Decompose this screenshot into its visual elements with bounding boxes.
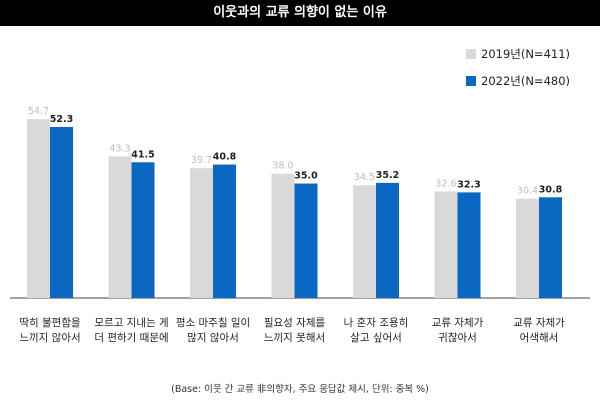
data-label-2019-6: 30.4 — [517, 186, 538, 197]
category-label-line: 모르고 지내는 게 — [94, 317, 168, 329]
legend-swatch-2022 — [466, 76, 476, 86]
legend-item-2019: 2019년(N=411) — [466, 44, 598, 64]
category-label-line: 귀찮아서 — [438, 332, 477, 344]
category-label-line: 느끼지 못해서 — [264, 331, 325, 344]
category-label-line: 평소 마주칠 일이 — [176, 316, 250, 329]
legend-label-2019: 2019년(N=411) — [481, 47, 571, 61]
category-label-line: 어색해서 — [520, 331, 559, 344]
bar-2022-0 — [50, 126, 73, 298]
footnote: (Base: 이웃 간 교류 非의향자, 주요 응답값 제시, 단위: 중복 %… — [171, 384, 429, 395]
category-label-line: 교류 자체가 — [432, 317, 484, 329]
data-label-2019-0: 54.7 — [28, 106, 49, 117]
data-label-2019-2: 39.7 — [191, 155, 212, 166]
category-label-line: 더 편하기 때문에 — [94, 331, 168, 344]
data-label-2022-2: 40.8 — [213, 152, 237, 163]
bar-2019-0 — [27, 119, 50, 298]
bar-2022-2 — [213, 164, 236, 298]
data-label-2022-4: 35.2 — [376, 170, 399, 181]
category-label-line: 많지 않아서 — [187, 332, 239, 344]
chart-title: 이웃과의 교류 의향이 없는 이유 — [0, 0, 600, 26]
category-label-line: 나 혼자 조용히 — [344, 316, 409, 329]
legend: 2019년(N=411) 2022년(N=480) — [466, 44, 598, 98]
bar-2022-5 — [457, 192, 481, 298]
data-label-2019-3: 38.0 — [272, 161, 293, 172]
bar-2022-3 — [294, 183, 318, 298]
bar-2022-6 — [539, 197, 562, 298]
bar-2019-1 — [108, 156, 132, 298]
bar-2022-1 — [131, 162, 155, 298]
legend-swatch-2019 — [466, 49, 476, 59]
category-label-line: 딱히 불편함을 — [19, 316, 81, 329]
data-label-2022-0: 52.3 — [50, 114, 73, 125]
category-label-line: 교류 자체가 — [513, 317, 565, 329]
category-label-line: 느끼지 않아서 — [19, 332, 80, 344]
category-label-line: 살고 싶어서 — [350, 332, 402, 344]
data-label-2022-3: 35.0 — [294, 171, 318, 182]
category-label-line: 필요성 자체를 — [264, 317, 326, 329]
bar-2022-4 — [376, 182, 399, 298]
legend-label-2022: 2022년(N=480) — [481, 74, 571, 88]
data-label-2019-5: 32.6 — [435, 178, 456, 189]
data-label-2019-4: 34.5 — [354, 172, 375, 183]
legend-item-2022: 2022년(N=480) — [466, 71, 598, 91]
bar-2019-5 — [434, 191, 458, 298]
data-label-2022-6: 30.8 — [539, 184, 563, 195]
data-label-2022-5: 32.3 — [457, 179, 480, 190]
data-label-2022-1: 41.5 — [131, 149, 154, 160]
bar-2019-4 — [353, 185, 376, 298]
bar-2019-6 — [516, 198, 539, 298]
bar-2019-2 — [190, 168, 213, 298]
data-label-2019-1: 43.3 — [109, 143, 130, 154]
bar-2019-3 — [271, 173, 295, 298]
